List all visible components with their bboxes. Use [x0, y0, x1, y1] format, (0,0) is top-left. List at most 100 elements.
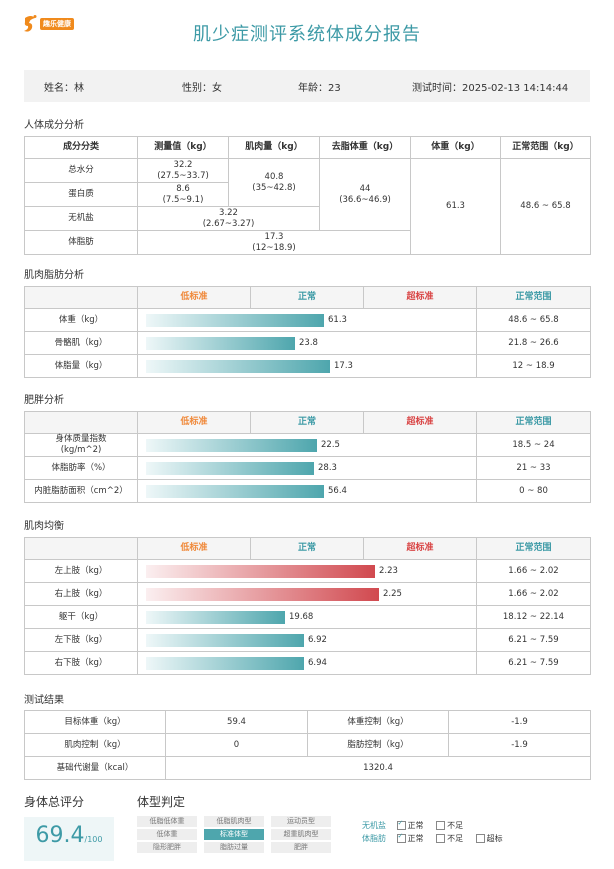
bar-value: 61.3 [328, 315, 347, 325]
section-title-balance: 肌肉均衡 [24, 521, 64, 532]
bar-cell: 2.25 [137, 582, 477, 606]
section-title-results: 测试结果 [24, 695, 64, 706]
score-value: 69.4 [35, 823, 85, 848]
row-range: 21 ~ 33 [476, 456, 591, 480]
weight-control-label: 体重控制（kg） [307, 710, 449, 734]
value-bar [146, 314, 324, 327]
table-row: 左上肢（kg） 2.23 1.66 ~ 2.02 [24, 559, 591, 583]
option-insufficient: 不足 [447, 821, 464, 830]
value-bar [146, 565, 375, 578]
row-range: 6.21 ~ 7.59 [476, 651, 591, 675]
table-row: 体脂量（kg） 17.3 12 ~ 18.9 [24, 354, 591, 378]
mineral-status-row: 无机盐 正常 不足 [362, 819, 473, 831]
fat-control-value: -1.9 [448, 733, 591, 757]
scale-header-blank [24, 411, 138, 434]
weight-control-value: -1.9 [448, 710, 591, 734]
row-label: 体脂肪率（%） [24, 456, 138, 480]
muscle-value: 40.8 [264, 171, 284, 182]
table-row: 右下肢（kg） 6.94 6.21 ~ 7.59 [24, 651, 591, 675]
fat-control-label: 脂肪控制（kg） [307, 733, 449, 757]
scale-header-range: 正常范围 [476, 286, 591, 309]
row-range: 0 ~ 80 [476, 479, 591, 503]
name-field: 姓名：林 [44, 82, 84, 94]
row-label-fat: 体脂肪 [24, 230, 138, 255]
score-box: 69.4 /100 [24, 817, 114, 861]
fat-status-row: 体脂肪 正常 不足 超标 [362, 832, 513, 844]
bar-value: 22.5 [321, 440, 340, 450]
scale-header-high: 超标准 [363, 286, 477, 309]
body-type-chip: 肥胖 [271, 842, 331, 853]
bar-value: 6.94 [308, 658, 327, 668]
body-type-chip: 超重肌肉型 [271, 829, 331, 840]
normal-range: 48.6 ~ 65.8 [500, 158, 591, 255]
table-row: 右上肢（kg） 2.25 1.66 ~ 2.02 [24, 582, 591, 606]
ffm-cell: 44 (36.6~46.9) [319, 158, 411, 231]
scale-header-blank [24, 286, 138, 309]
mineral-cell: 3.22 (2.67~3.27) [137, 206, 320, 231]
option-normal: 正常 [407, 834, 424, 843]
option-normal: 正常 [407, 821, 424, 830]
checkbox-checked-icon [396, 832, 406, 843]
bar-cell: 19.68 [137, 605, 477, 629]
table-row: 体脂肪 17.3 (12~18.9) [24, 230, 591, 255]
body-type-chip: 低体重 [137, 829, 197, 840]
score-denominator: /100 [84, 835, 103, 844]
bar-cell: 22.5 [137, 433, 477, 457]
table-row: 内脏脂肪面积（cm^2） 56.4 0 ~ 80 [24, 479, 591, 503]
bar-cell: 17.3 [137, 354, 477, 378]
table-row: 左下肢（kg） 6.92 6.21 ~ 7.59 [24, 628, 591, 652]
checkbox-icon [436, 821, 446, 830]
body-type-chip: 运动员型 [271, 816, 331, 827]
table-row: 体脂肪率（%） 28.3 21 ~ 33 [24, 456, 591, 480]
results-table: 目标体重（kg） 59.4 体重控制（kg） -1.9 肌肉控制（kg） 0 脂… [24, 710, 591, 780]
col-header: 肌肉量（kg） [228, 136, 320, 159]
muscle-control-value: 0 [165, 733, 308, 757]
row-label: 右上肢（kg） [24, 582, 138, 606]
row-range: 1.66 ~ 2.02 [476, 582, 591, 606]
checkbox-icon [436, 834, 446, 843]
muscle-range: (35~42.8) [252, 182, 296, 193]
bar-cell: 23.8 [137, 331, 477, 355]
row-label: 躯干（kg） [24, 605, 138, 629]
bar-value: 17.3 [334, 361, 353, 371]
logo-text: 趣乐健康 [40, 18, 74, 30]
scale-header-row: 低标准 正常 超标准 正常范围 [24, 537, 591, 560]
scale-header-high: 超标准 [363, 411, 477, 434]
col-header: 正常范围（kg） [500, 136, 591, 159]
value-bar [146, 439, 317, 452]
scale-header-normal: 正常 [250, 537, 364, 560]
water-cell: 32.2 (27.5~33.7) [137, 158, 229, 183]
bar-cell: 6.92 [137, 628, 477, 652]
bar-value: 2.25 [383, 589, 402, 599]
bar-value: 19.68 [289, 612, 314, 622]
table-row: 肌肉控制（kg） 0 脂肪控制（kg） -1.9 [24, 733, 591, 757]
table-row: 总水分 32.2 (27.5~33.7) 40.8 (35~42.8) 44 (36.… [24, 158, 591, 255]
row-range: 48.6 ~ 65.8 [476, 308, 591, 332]
scale-header-low: 低标准 [137, 286, 251, 309]
fat-value: 17.3 [264, 231, 284, 242]
option-insufficient: 不足 [447, 834, 464, 843]
scale-header-blank [24, 537, 138, 560]
value-bar [146, 337, 295, 350]
test-time-field: 测试时间：2025-02-13 14:14:44 [412, 82, 569, 94]
mineral-status-label: 无机盐 [362, 821, 386, 830]
mineral-value: 3.22 [219, 207, 238, 218]
fat-range: (12~18.9) [252, 242, 296, 253]
row-range: 21.8 ~ 26.6 [476, 331, 591, 355]
bar-cell: 28.3 [137, 456, 477, 480]
checkbox-checked-icon [396, 819, 406, 830]
table-row: 身体质量指数 (kg/m^2) 22.5 18.5 ~ 24 [24, 433, 591, 457]
weight-value: 61.3 [410, 158, 501, 255]
value-bar [146, 485, 324, 498]
bar-value: 23.8 [299, 338, 318, 348]
muscle-fat-table: 低标准 正常 超标准 正常范围 体重（kg） 61.3 48.6 ~ 65.8 骨骼肌（kg）… [24, 286, 591, 378]
brand-logo: 趣乐健康 [22, 14, 74, 34]
logo-icon [24, 15, 37, 32]
row-label: 左下肢（kg） [24, 628, 138, 652]
section-title-muscle-fat: 肌肉脂肪分析 [24, 270, 84, 281]
protein-cell: 8.6 (7.5~9.1) [137, 182, 229, 207]
page-title: 肌少症测评系统体成分报告 [193, 24, 421, 45]
composition-table: 成分分类 测量值（kg） 肌肉量（kg） 去脂体重（kg） 体重（kg） 正常范… [24, 136, 591, 255]
row-range: 1.66 ~ 2.02 [476, 559, 591, 583]
protein-value: 8.6 [176, 183, 190, 194]
